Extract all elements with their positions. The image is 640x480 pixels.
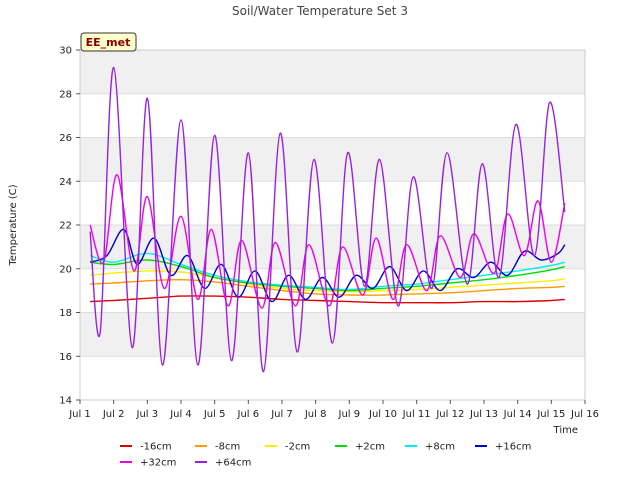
x-tick-label: Jul 6 — [237, 409, 260, 420]
y-axis-label: Temperature (C) — [8, 184, 19, 266]
x-tick-label: Jul 4 — [169, 409, 192, 420]
legend-item: +16cm — [475, 442, 531, 453]
plot-band — [80, 93, 585, 138]
y-tick-label: 26 — [59, 133, 72, 144]
x-tick-label: Jul 1 — [68, 409, 91, 420]
badge-label: EE_met — [86, 36, 131, 49]
x-tick-label: Jul 8 — [304, 409, 327, 420]
plot-band — [80, 181, 585, 225]
legend-label: +2cm — [355, 442, 385, 453]
plot-band — [80, 50, 585, 94]
x-tick-label: Jul 5 — [203, 409, 226, 420]
legend-item: -2cm — [265, 442, 310, 453]
y-tick-label: 20 — [59, 264, 72, 275]
x-tick-label: Jul 13 — [469, 409, 498, 420]
legend-label: +16cm — [495, 442, 531, 453]
legend-item: -16cm — [120, 442, 172, 453]
y-axis-ticks: 14 16 18 20 22 24 26 28 30 — [59, 46, 80, 407]
y-tick-label: 22 — [59, 221, 72, 232]
plot-band — [80, 356, 585, 400]
legend-item: +8cm — [405, 442, 455, 453]
x-tick-label: Jul 3 — [136, 409, 159, 420]
y-tick-label: 16 — [59, 352, 72, 363]
x-tick-label: Jul 10 — [368, 409, 397, 420]
y-tick-label: 14 — [59, 396, 72, 407]
legend-item: +64cm — [195, 458, 251, 469]
x-axis-ticks: Jul 1 Jul 2 Jul 3 Jul 4 Jul 5 Jul 6 Jul 7 Jul 8… — [68, 400, 599, 420]
x-tick-label: Jul 11 — [402, 409, 431, 420]
legend-label: -8cm — [215, 442, 240, 453]
series-line-32cm — [89, 173, 566, 309]
x-tick-label: Jul 12 — [435, 409, 464, 420]
badge: EE_met — [80, 32, 137, 52]
badge-box — [80, 32, 137, 52]
y-tick-label: 18 — [59, 308, 72, 319]
plot-band — [80, 312, 585, 357]
legend-item: +32cm — [120, 458, 176, 469]
x-tick-label: Jul 9 — [338, 409, 361, 420]
x-tick-label: Jul 7 — [270, 409, 293, 420]
legend-label: +8cm — [425, 442, 455, 453]
y-tick-label: 24 — [59, 177, 72, 188]
chart-title: Soil/Water Temperature Set 3 — [232, 4, 408, 18]
x-tick-label: Jul 16 — [570, 409, 599, 420]
x-tick-label: Jul 2 — [102, 409, 125, 420]
legend-label: +64cm — [215, 458, 251, 469]
legend: -16cm -8cm -2cm +2cm +8cm +16cm +32cm +64cm — [120, 442, 531, 469]
legend-item: +2cm — [335, 442, 385, 453]
legend-item: -8cm — [195, 442, 240, 453]
series-lines — [89, 66, 566, 373]
x-tick-label: Jul 14 — [503, 409, 532, 420]
x-tick-label: Jul 15 — [536, 409, 565, 420]
legend-label: +32cm — [140, 458, 176, 469]
series-line-64cm — [89, 66, 566, 373]
x-axis-label: Time — [553, 425, 578, 436]
y-tick-label: 28 — [59, 89, 72, 100]
y-tick-label: 30 — [59, 46, 72, 57]
plot-background — [80, 50, 585, 400]
plot-band — [80, 137, 585, 182]
legend-label: -16cm — [140, 442, 172, 453]
legend-label: -2cm — [285, 442, 310, 453]
